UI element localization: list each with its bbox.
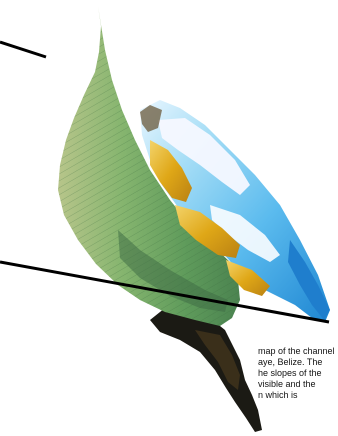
caption-line-5: n which is <box>258 390 298 400</box>
white-crest-lower <box>210 205 280 262</box>
brown-shade <box>140 105 162 132</box>
caption-line-4: visible and the <box>258 379 316 389</box>
caption-line-3: he slopes of the <box>258 368 322 378</box>
yellow-patch-upper <box>150 140 192 202</box>
leader-line-bottom <box>0 260 330 324</box>
leader-line-top <box>0 40 47 59</box>
deep-blue-edge <box>288 240 330 320</box>
white-crest <box>158 118 250 195</box>
figure-caption: map of the channel aye, Belize. The he s… <box>258 346 338 401</box>
caption-line-2: aye, Belize. The <box>258 357 323 367</box>
green-slope-texture <box>58 6 240 326</box>
yellow-patch-middle <box>175 205 240 258</box>
caption-line-1: map of the channel <box>258 346 335 356</box>
shadow-fringe <box>150 300 262 432</box>
shadow-fringe-dark <box>195 330 240 390</box>
channel-shading <box>118 230 228 312</box>
yellow-patch-lower <box>226 260 270 296</box>
